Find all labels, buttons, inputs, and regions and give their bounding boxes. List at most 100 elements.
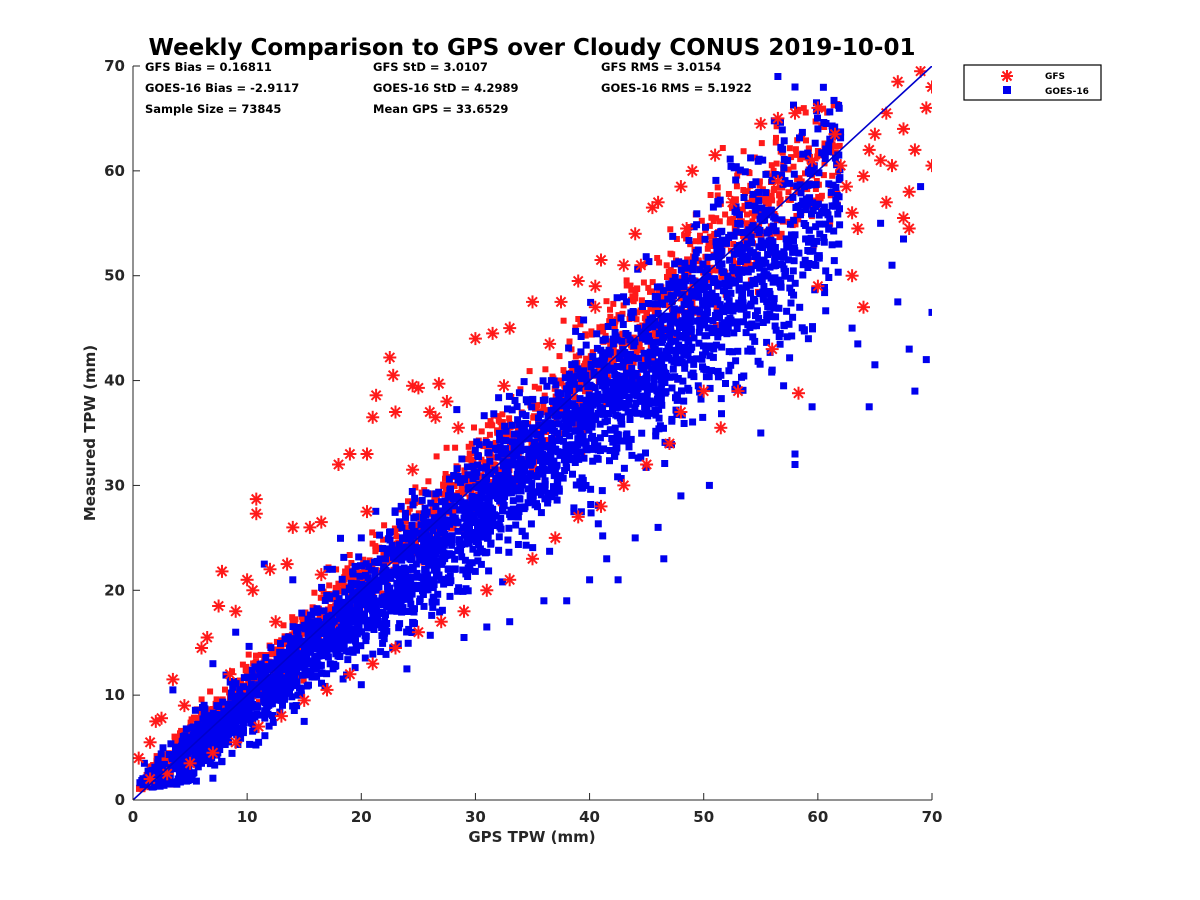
goes16-cloud-point <box>389 553 397 561</box>
goes16-cloud-point <box>570 504 578 512</box>
goes16-cloud-point <box>658 338 666 346</box>
goes16-cloud-point <box>292 644 300 652</box>
goes16-cloud-point <box>471 498 479 506</box>
goes16-cloud-point <box>759 244 767 251</box>
goes16-cloud-point <box>209 709 217 717</box>
goes16-cloud-point <box>778 126 786 134</box>
goes16-cloud-point <box>721 279 729 287</box>
gfs-cloud-point <box>785 166 792 173</box>
goes16-cloud-point <box>304 615 312 623</box>
goes16-cloud-point <box>553 402 560 410</box>
goes16-cloud-point <box>704 253 712 261</box>
gfs-cloud-point <box>309 604 316 611</box>
gfs-cloud-point <box>466 456 473 463</box>
goes16-cloud-point <box>306 622 314 630</box>
gfs-cloud-point <box>405 498 411 505</box>
goes16-cloud-point <box>429 603 437 611</box>
goes16-cloud-point <box>678 411 686 419</box>
goes16-cloud-point <box>737 258 745 265</box>
gfs-cloud-point <box>681 232 688 239</box>
goes16-cloud-point <box>606 457 613 465</box>
goes16-cloud-point <box>256 671 264 679</box>
goes16-cloud-point <box>416 555 424 563</box>
goes16-cloud-point <box>499 507 507 515</box>
goes16-cloud-point <box>732 176 740 184</box>
goes16-cloud-point <box>182 745 189 753</box>
goes16-cloud-point <box>670 292 677 300</box>
goes16-cloud-point <box>379 639 387 647</box>
goes16-cloud-point <box>699 260 707 268</box>
goes16-cloud-point <box>699 297 707 305</box>
goes16-cloud-point <box>318 621 326 629</box>
gfs-cloud-point <box>769 197 776 204</box>
goes16-cloud-point <box>158 763 166 771</box>
goes16-cloud-point <box>747 289 754 297</box>
goes16-cloud-point <box>218 758 226 766</box>
goes16-cloud-point <box>763 311 771 319</box>
gfs-cloud-point <box>588 328 595 335</box>
goes16-cloud-point <box>169 780 177 788</box>
gfs-cloud-point <box>713 215 720 222</box>
goes16-cloud-point <box>759 156 767 164</box>
gfs-cloud-point <box>815 194 822 200</box>
goes16-cloud-point <box>485 441 493 449</box>
goes16-cloud-point <box>267 644 275 652</box>
goes16-cloud-point <box>591 415 599 423</box>
goes16-cloud-point <box>686 311 694 319</box>
goes16-cloud-point <box>766 263 774 271</box>
goes16-cloud-point <box>613 336 621 344</box>
goes16-cloud-point <box>769 248 777 256</box>
goes16-cloud-point <box>517 477 525 485</box>
gfs-cloud-point <box>647 305 654 312</box>
goes16-cloud-point <box>424 490 432 498</box>
goes16-cloud-point <box>395 541 403 549</box>
gfs-cloud-point <box>425 478 432 485</box>
goes16-cloud-point <box>619 363 627 371</box>
goes16-cloud-point <box>382 577 390 585</box>
goes16-cloud-point <box>309 607 317 615</box>
goes16-cloud-point <box>776 330 784 337</box>
goes16-cloud-point <box>670 305 678 313</box>
gfs-cloud-point <box>588 331 595 338</box>
gfs-cloud-point <box>664 274 670 280</box>
goes16-cloud-point <box>277 679 284 687</box>
goes16-cloud-point <box>583 446 591 454</box>
goes16-cloud-point <box>691 254 699 262</box>
goes16-cloud-point <box>167 740 175 748</box>
goes16-cloud-point <box>504 489 512 497</box>
goes16-cloud-point <box>352 644 360 652</box>
goes16-cloud-point <box>332 590 340 598</box>
goes16-cloud-point <box>734 269 742 277</box>
goes16-cloud-point <box>731 207 739 215</box>
goes16-cloud-point <box>566 432 574 440</box>
goes16-cloud-point <box>609 406 616 414</box>
goes16-cloud-point <box>546 446 554 454</box>
goes16-cloud-point <box>289 623 297 631</box>
goes16-cloud-point <box>810 162 818 170</box>
goes16-cloud-point <box>191 752 199 760</box>
goes16-cloud-point <box>689 418 697 426</box>
goes16-cloud-point <box>835 240 843 248</box>
gfs-cloud-point <box>471 424 477 431</box>
goes16-cloud-point <box>782 235 790 243</box>
goes16-cloud-point <box>589 353 597 361</box>
goes16-cloud-point <box>708 367 716 375</box>
goes16-cloud-point <box>400 588 408 596</box>
goes16-cloud-point <box>537 491 545 499</box>
gfs-cloud-point <box>326 582 333 589</box>
goes16-cloud-point <box>627 350 635 358</box>
goes16-cloud-point <box>620 382 628 390</box>
goes16-cloud-point <box>430 514 438 522</box>
goes16-cloud-point <box>824 211 832 219</box>
gfs-cloud-point <box>255 699 262 706</box>
goes16-cloud-point <box>402 593 410 601</box>
goes16-cloud-point <box>387 574 395 582</box>
goes16-cloud-point <box>540 421 548 429</box>
goes16-cloud-point <box>677 266 685 274</box>
goes16-cloud-point <box>501 422 509 430</box>
goes16-cloud-point <box>245 705 253 712</box>
goes16-cloud-point <box>184 777 192 784</box>
gfs-cloud-point <box>311 589 318 596</box>
goes16-cloud-point <box>680 397 688 405</box>
goes16-cloud-point <box>504 536 512 544</box>
